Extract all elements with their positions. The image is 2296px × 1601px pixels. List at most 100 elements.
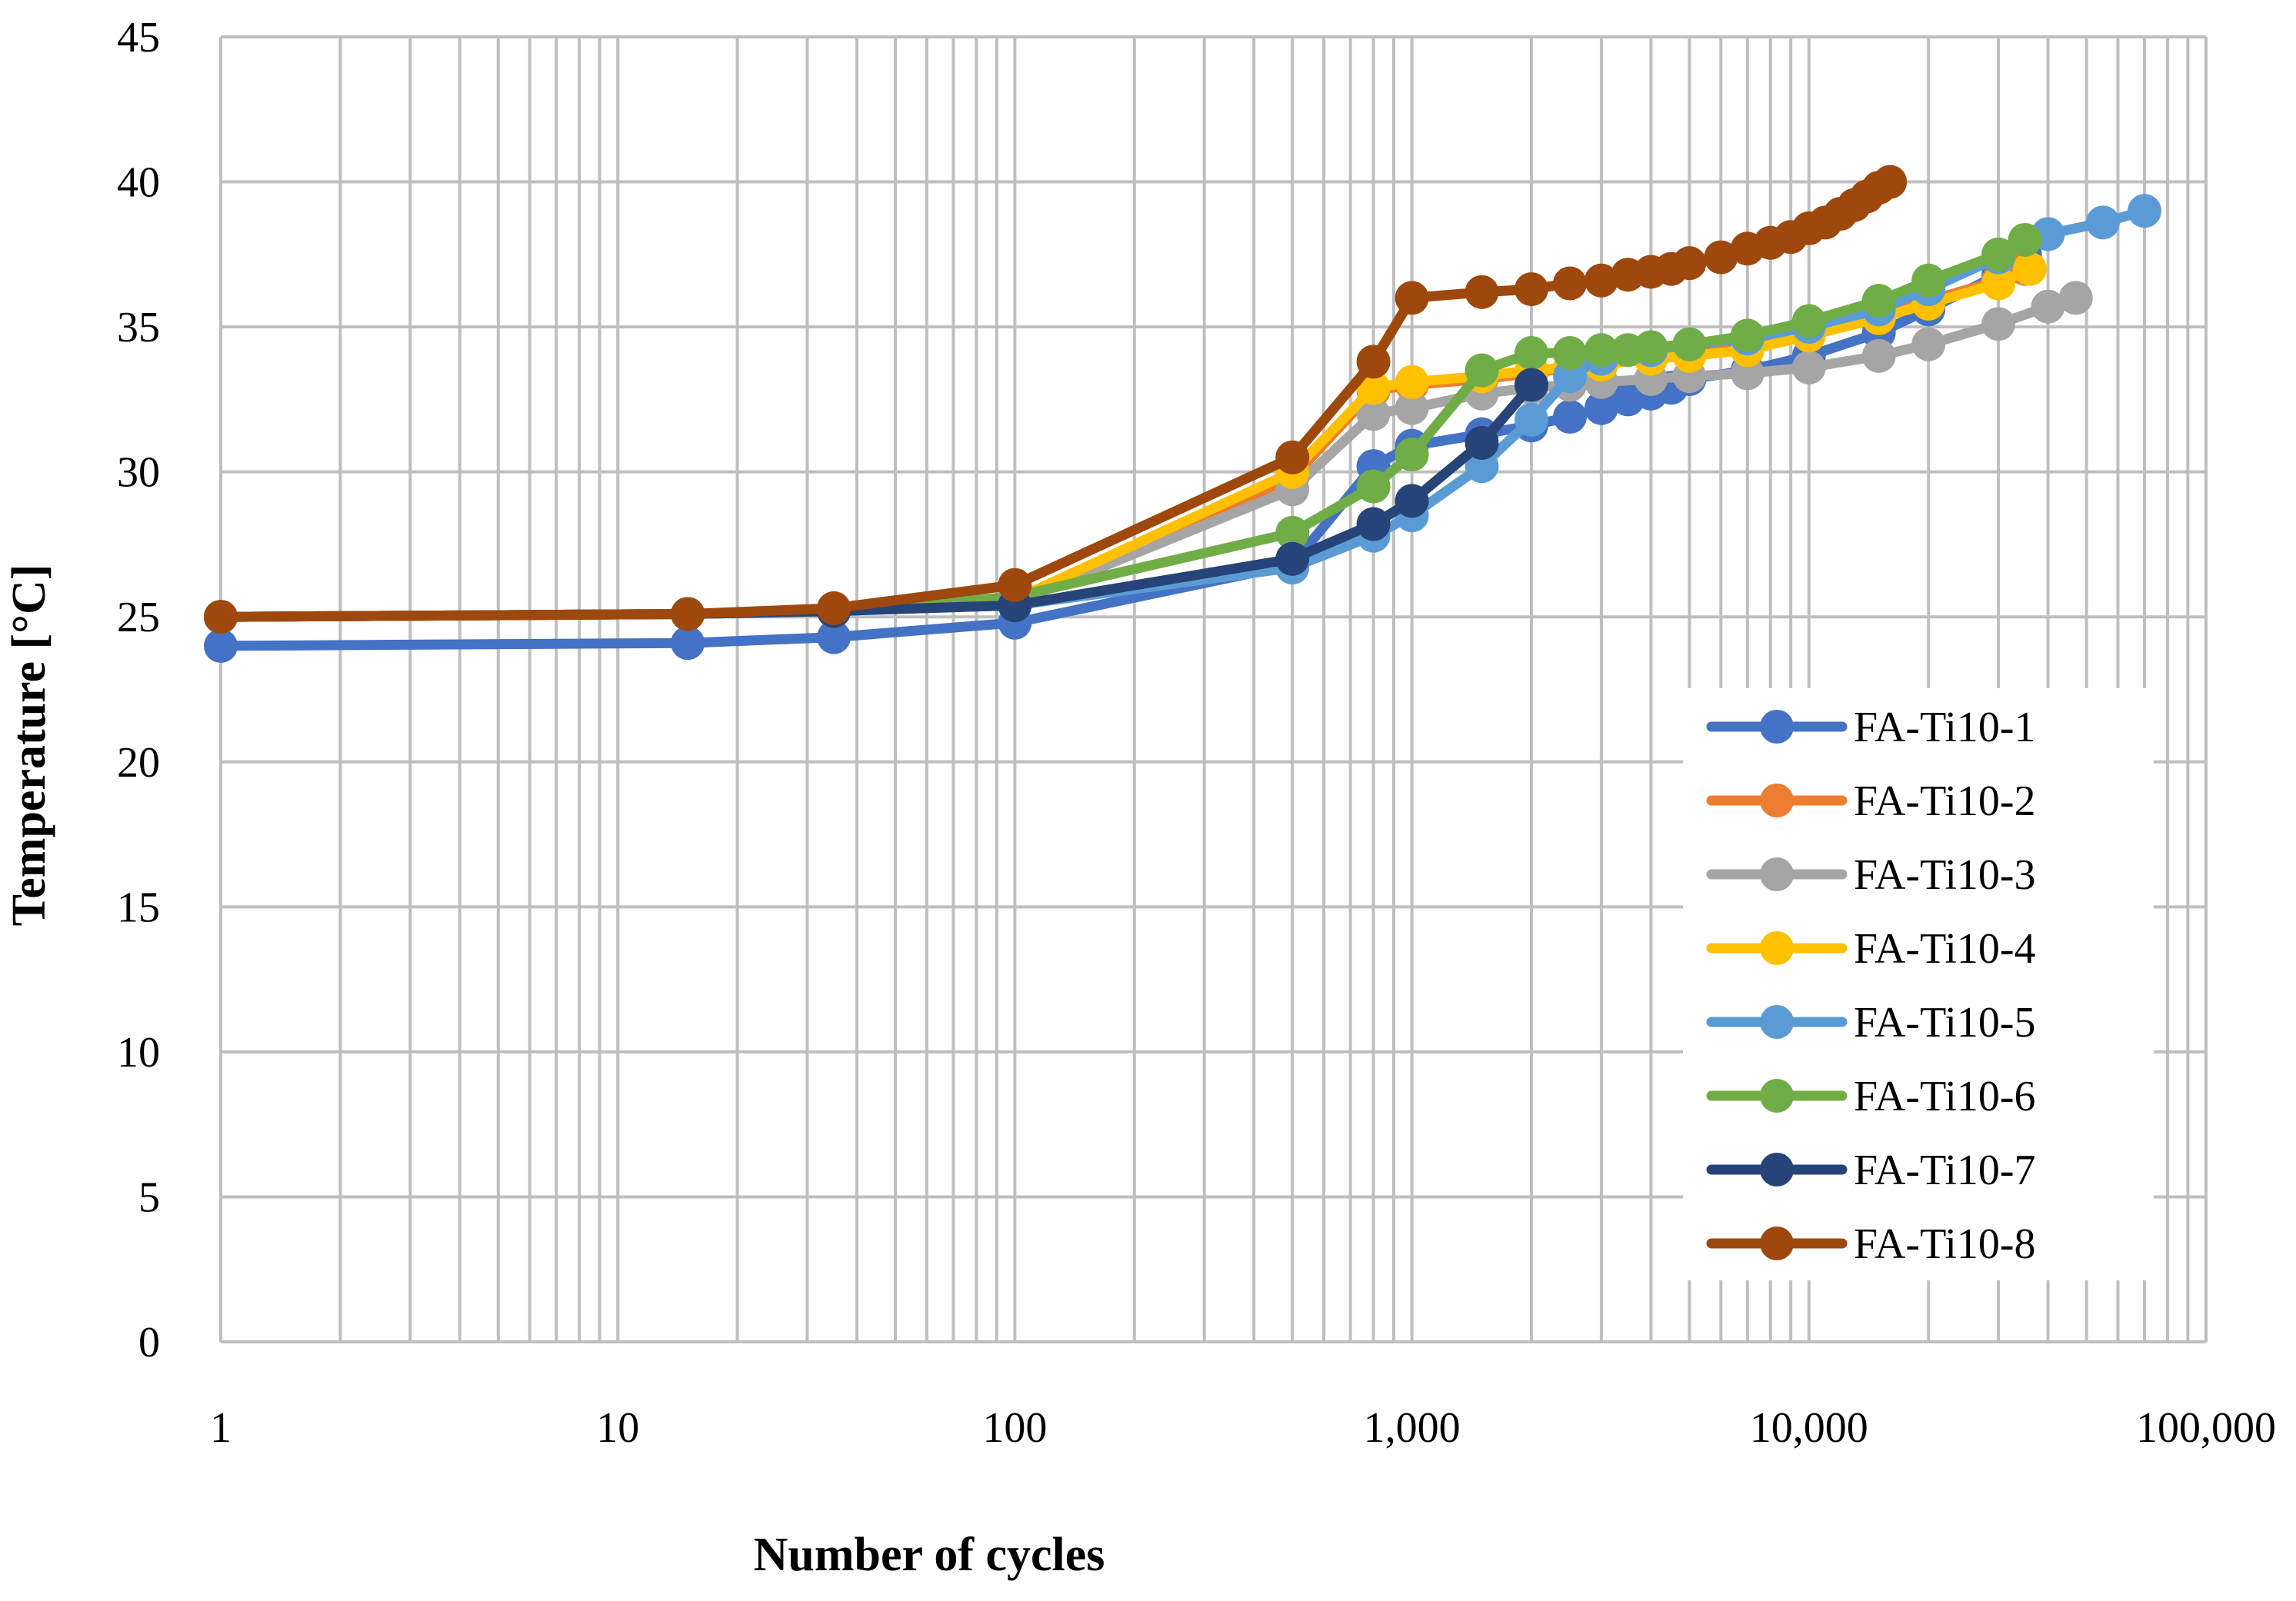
- data-point: [1861, 284, 1896, 318]
- data-point: [1395, 281, 1429, 315]
- data-point: [998, 568, 1032, 602]
- data-point: [1395, 364, 1429, 399]
- data-point: [1704, 240, 1738, 275]
- data-point: [1634, 330, 1668, 364]
- data-point: [1981, 266, 2016, 301]
- legend-box: [1683, 688, 2154, 1280]
- data-point: [1791, 350, 1826, 384]
- series-line: [215, 380, 1537, 622]
- data-point: [1395, 484, 1429, 518]
- y-tick-label: 40: [117, 159, 160, 207]
- data-point: [1672, 246, 1707, 281]
- legend-item: FA-Ti10-4: [1706, 925, 2036, 973]
- legend-item: FA-Ti10-6: [1706, 1073, 2036, 1120]
- data-point: [1465, 275, 1499, 309]
- y-tick-label: 10: [117, 1029, 160, 1077]
- legend-swatch-marker: [1760, 857, 1794, 891]
- legend-swatch-marker: [1760, 1227, 1794, 1260]
- x-tick-label: 1,000: [1364, 1404, 1461, 1452]
- data-point: [1553, 359, 1588, 394]
- y-axis-ticks: 0 5 10 15 20 25 30 35 40 45: [117, 14, 160, 1366]
- data-point: [817, 620, 851, 654]
- series-FA-Ti10-6: [204, 222, 2042, 634]
- y-axis-title: Temperature [°C]: [3, 564, 55, 927]
- data-point: [204, 600, 238, 634]
- legend-label: FA-Ti10-6: [1854, 1073, 2036, 1120]
- series-layer: [204, 165, 2162, 663]
- data-point: [1514, 272, 1548, 307]
- data-point: [1395, 391, 1429, 425]
- x-tick-label: 10,000: [1750, 1404, 1868, 1452]
- y-tick-label: 0: [138, 1319, 160, 1366]
- legend-item: FA-Ti10-8: [1706, 1220, 2036, 1268]
- data-point: [1275, 541, 1310, 576]
- data-point: [2031, 289, 2065, 324]
- data-point: [1356, 507, 1391, 541]
- data-point: [1861, 338, 1896, 373]
- data-point: [1672, 327, 1707, 361]
- data-point: [1356, 469, 1391, 504]
- series-line: [215, 264, 2035, 622]
- data-point: [1873, 165, 1908, 199]
- data-point: [1356, 397, 1391, 431]
- legend-label: FA-Ti10-1: [1854, 704, 2036, 751]
- legend-swatch-marker: [1760, 931, 1794, 965]
- x-tick-label: 10: [596, 1404, 639, 1452]
- data-point: [1584, 263, 1618, 298]
- legend: FA-Ti10-1 FA-Ti10-2 FA-Ti10-3 FA-Ti10-4 FA-T…: [1683, 688, 2154, 1280]
- data-point: [1911, 263, 1946, 298]
- data-point: [1730, 318, 1764, 353]
- legend-label: FA-Ti10-8: [1854, 1220, 2036, 1268]
- legend-item: FA-Ti10-3: [1706, 851, 2036, 899]
- legend-swatch-marker: [1760, 1153, 1794, 1187]
- legend-swatch-marker: [1760, 1005, 1794, 1039]
- data-point: [1553, 336, 1588, 371]
- legend-swatch-marker: [1760, 1079, 1794, 1113]
- data-point: [1514, 336, 1548, 371]
- data-point: [1553, 266, 1588, 301]
- data-point: [2128, 194, 2162, 228]
- data-point: [1514, 402, 1548, 437]
- legend-swatch-marker: [1760, 784, 1794, 817]
- data-point: [671, 597, 705, 631]
- data-point: [1275, 515, 1310, 550]
- y-tick-label: 25: [117, 594, 160, 641]
- data-point: [2058, 281, 2093, 315]
- data-point: [1584, 333, 1618, 368]
- data-point: [671, 626, 705, 661]
- y-tick-label: 15: [117, 884, 160, 931]
- data-point: [1584, 391, 1618, 425]
- data-point: [1791, 304, 1826, 338]
- y-tick-label: 45: [117, 14, 160, 62]
- data-point: [1553, 400, 1588, 434]
- legend-item: FA-Ti10-5: [1706, 999, 2036, 1047]
- y-tick-label: 35: [117, 304, 160, 351]
- data-point: [1465, 449, 1499, 484]
- data-point: [1514, 368, 1548, 402]
- y-tick-label: 20: [117, 739, 160, 787]
- legend-label: FA-Ti10-4: [1854, 925, 2036, 973]
- legend-label: FA-Ti10-2: [1854, 777, 2036, 825]
- data-point: [204, 628, 238, 663]
- x-axis-title: Number of cycles: [754, 1529, 1105, 1581]
- legend-swatch-marker: [1760, 710, 1794, 744]
- legend-label: FA-Ti10-3: [1854, 851, 2036, 899]
- data-point: [1465, 353, 1499, 388]
- data-point: [2012, 251, 2047, 286]
- data-point: [817, 591, 851, 625]
- series-FA-Ti10-8: [204, 165, 1908, 634]
- data-point: [1356, 344, 1391, 379]
- legend-label: FA-Ti10-7: [1854, 1147, 2036, 1194]
- y-tick-label: 5: [138, 1173, 160, 1221]
- data-point: [1465, 425, 1499, 460]
- legend-item: FA-Ti10-7: [1706, 1147, 2036, 1194]
- x-axis-ticks: 1 10 100 1,000 10,000 100,000: [210, 1404, 2276, 1452]
- data-point: [2085, 205, 2120, 240]
- x-tick-label: 1: [210, 1404, 232, 1452]
- data-point: [1911, 327, 1946, 361]
- data-point: [1730, 356, 1764, 391]
- legend-label: FA-Ti10-5: [1854, 999, 2036, 1047]
- data-point: [1981, 307, 2016, 341]
- x-tick-label: 100: [982, 1404, 1047, 1452]
